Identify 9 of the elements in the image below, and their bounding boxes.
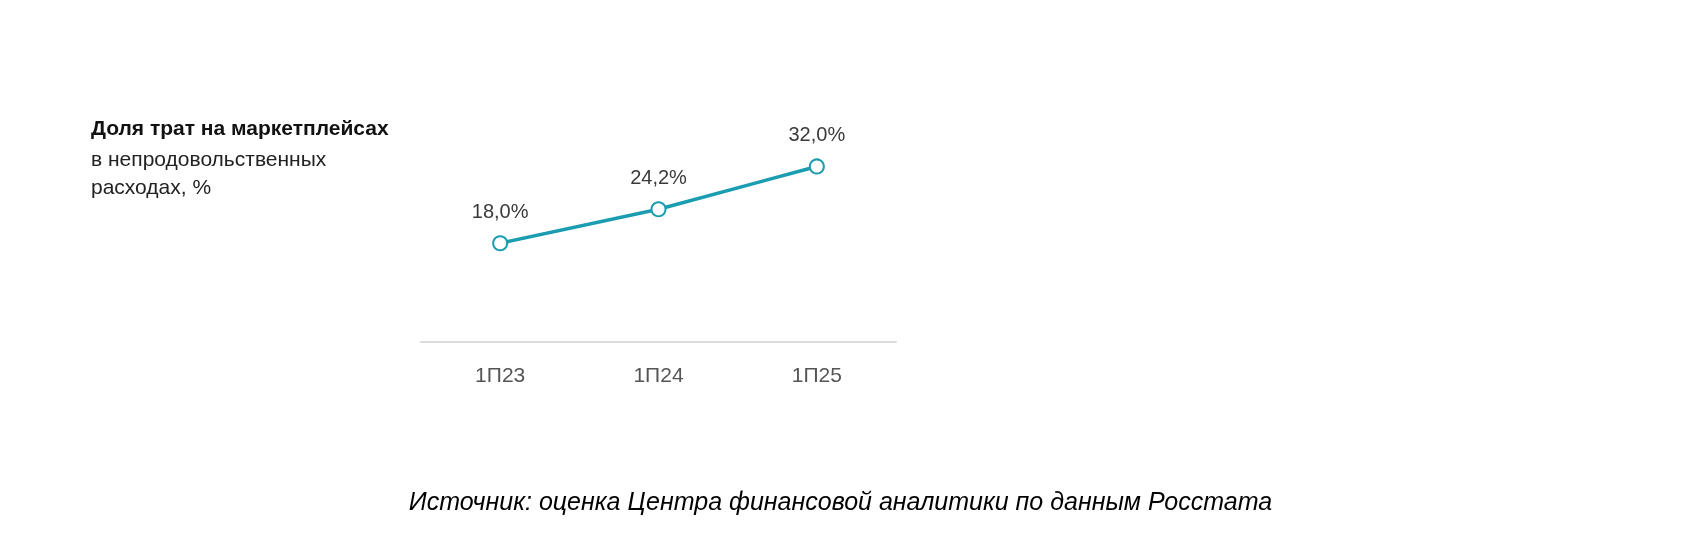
x-tick-label: 1П24: [633, 363, 684, 386]
text: в непродовольственных расходах, %: [91, 146, 327, 198]
data-label: 18,0%: [471, 200, 529, 223]
x-tick-label: 1П23: [475, 363, 526, 386]
text: Доля трат на маркетплейсах: [91, 116, 389, 139]
x-tick-label: 1П25: [791, 363, 842, 386]
data-label: 24,2%: [630, 166, 688, 189]
text: Источник: оценка Центра финансовой аналитики по данным Росстата: [408, 486, 1273, 515]
data-label: 32,0%: [788, 123, 846, 146]
